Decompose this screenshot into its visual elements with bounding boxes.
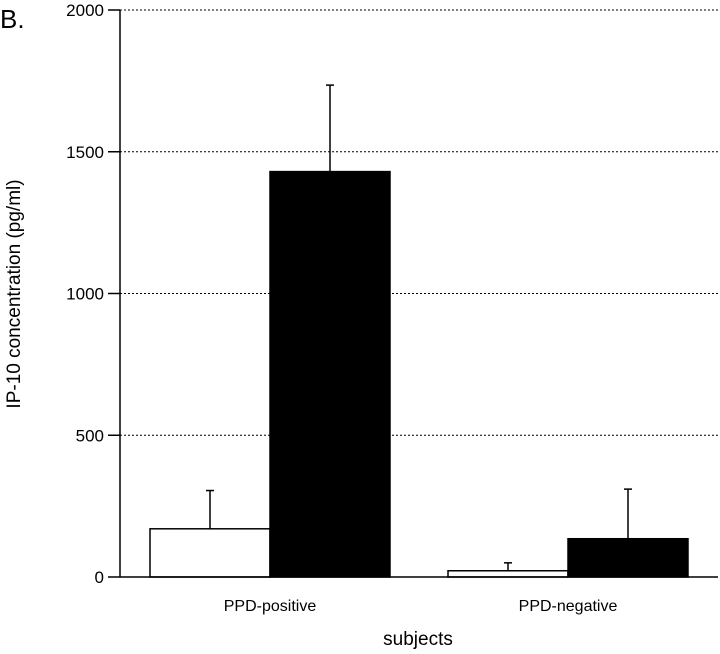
y-tick-label-2: 1000 — [66, 285, 104, 304]
bar-s1-0 — [269, 170, 391, 578]
y-tick-label-4: 2000 — [66, 1, 104, 20]
panel-label: B. — [0, 4, 25, 34]
x-tick-label-0: PPD-positive — [224, 598, 317, 615]
axes — [108, 9, 718, 578]
x-tick-label-1: PPD-negative — [519, 598, 618, 615]
y-tick-label-0: 0 — [95, 568, 104, 587]
bar-s1-1 — [567, 537, 689, 578]
y-axis-label: IP-10 concentration (pg/ml) — [4, 179, 25, 408]
y-tick-label-3: 1500 — [66, 143, 104, 162]
grid-lines — [120, 9, 718, 436]
error-bars — [206, 84, 632, 571]
bar-s0-1 — [447, 570, 569, 578]
x-axis-label: subjects — [383, 629, 453, 650]
y-tick-labels: 0 500 1000 1500 2000 — [66, 1, 104, 587]
bars — [149, 170, 689, 578]
bar-s0-0 — [149, 528, 271, 578]
x-tick-labels: PPD-positive PPD-negative — [224, 598, 618, 615]
y-tick-label-1: 500 — [76, 426, 104, 445]
